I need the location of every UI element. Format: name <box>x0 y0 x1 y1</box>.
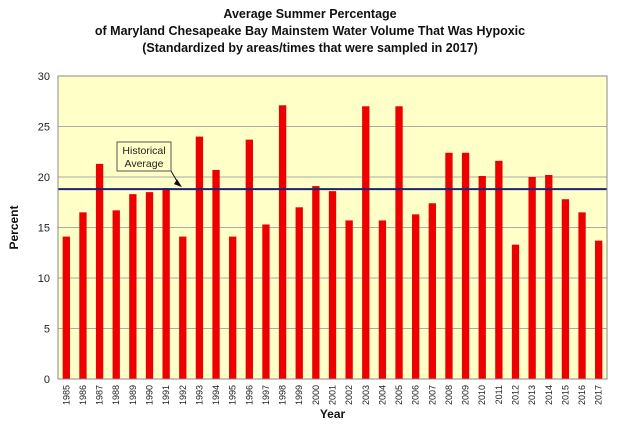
plot-border <box>57 75 608 380</box>
x-tick-label: 2009 <box>461 385 471 405</box>
x-tick-label: 2003 <box>361 385 371 405</box>
bar-1985 <box>62 236 70 379</box>
x-tick-label: 1992 <box>178 385 188 405</box>
y-tick-label: 20 <box>38 172 50 184</box>
bar-1996 <box>245 139 253 379</box>
x-tick-label: 1989 <box>128 385 138 405</box>
bar-1986 <box>79 212 87 379</box>
x-tick-label: 1985 <box>61 385 71 405</box>
x-tick-label: 2017 <box>594 385 604 405</box>
x-tick-label: 2012 <box>511 385 521 405</box>
x-tick-label: 1995 <box>228 385 238 405</box>
x-axis-ticks: 1985 1986 1987 1988 1989 1990 1991 1992 1993 1994… <box>61 385 603 405</box>
bar-1989 <box>129 194 137 379</box>
x-tick-label: 2015 <box>560 385 570 405</box>
bar-2003 <box>362 106 370 380</box>
bar-2001 <box>328 191 337 379</box>
bar-2016 <box>578 212 586 379</box>
annotation-arrowhead <box>174 179 182 188</box>
bar-1988 <box>112 210 120 379</box>
bars <box>62 105 603 380</box>
x-tick-label: 1998 <box>278 385 288 405</box>
chart-title-line-1: Average Summer Percentage <box>223 7 397 21</box>
bar-1994 <box>212 169 220 379</box>
bar-1990 <box>145 192 154 379</box>
x-tick-label: 2010 <box>477 385 487 405</box>
y-tick-label: 0 <box>44 374 50 386</box>
bar-2013 <box>528 177 536 379</box>
bar-2002 <box>345 220 353 379</box>
x-tick-label: 1999 <box>294 385 304 405</box>
x-tick-label: 2011 <box>494 385 504 404</box>
bar-2008 <box>445 152 453 379</box>
bar-2014 <box>545 174 553 379</box>
bar-2011 <box>495 160 503 379</box>
bar-1995 <box>229 236 237 379</box>
x-tick-label: 2014 <box>544 385 554 405</box>
bar-1993 <box>195 136 204 379</box>
bar-2015 <box>561 199 570 379</box>
bar-1987 <box>95 163 104 379</box>
bar-2009 <box>461 152 470 379</box>
annotation-box <box>116 141 172 172</box>
bar-2000 <box>312 186 320 379</box>
y-tick-label: 25 <box>38 122 50 134</box>
x-tick-label: 2005 <box>394 385 404 405</box>
x-tick-label: 2004 <box>377 385 387 405</box>
y-tick-label: 15 <box>38 223 50 235</box>
x-tick-label: 2001 <box>328 385 338 405</box>
x-tick-label: 1987 <box>95 385 105 405</box>
chart-title-block: Average Summer Percentage of Maryland Ch… <box>0 6 620 57</box>
chart-title-line-2: of Maryland Chesapeake Bay Mainstem Wate… <box>94 24 526 38</box>
y-axis-ticks: 0 5 10 15 20 25 30 <box>38 71 50 386</box>
bar-1992 <box>179 236 187 379</box>
x-tick-label: 2000 <box>311 385 321 405</box>
y-tick-label: 10 <box>38 273 50 285</box>
x-tick-label: 2002 <box>344 385 354 405</box>
x-tick-label: 1994 <box>211 385 221 405</box>
x-tick-label: 2016 <box>577 385 587 405</box>
x-tick-label: 1996 <box>244 385 254 405</box>
x-tick-label: 1991 <box>161 385 171 405</box>
bar-2012 <box>511 244 520 379</box>
y-tick-label: 30 <box>38 71 50 83</box>
x-tick-label: 2013 <box>527 385 537 405</box>
bar-1991 <box>162 188 170 379</box>
x-axis-title: Year <box>320 407 346 421</box>
x-tick-label: 1986 <box>78 385 88 405</box>
x-tick-label: 1993 <box>194 385 204 405</box>
annotation-label-line-1: Historical <box>122 145 165 157</box>
bar-2006 <box>412 214 420 379</box>
bar-2005 <box>395 106 403 380</box>
x-tick-label: 2007 <box>427 385 437 405</box>
chart-title-line-3: (Standardized by areas/times that were s… <box>142 41 478 55</box>
x-tick-label: 1988 <box>111 385 121 405</box>
bar-2004 <box>378 220 387 379</box>
bar-2007 <box>428 203 436 379</box>
annotation-label-line-2: Average <box>125 158 164 170</box>
x-tick-label: 1990 <box>145 385 155 405</box>
y-tick-label: 5 <box>44 324 50 336</box>
bar-1997 <box>262 224 270 379</box>
bar-2010 <box>478 175 486 379</box>
y-axis-title: Percent <box>7 205 21 249</box>
bar-1998 <box>278 105 287 379</box>
bar-2017 <box>595 240 603 379</box>
x-tick-label: 2008 <box>444 385 454 405</box>
x-tick-label: 1997 <box>261 385 271 405</box>
x-tick-label: 2006 <box>411 385 421 405</box>
bar-1999 <box>295 207 303 379</box>
